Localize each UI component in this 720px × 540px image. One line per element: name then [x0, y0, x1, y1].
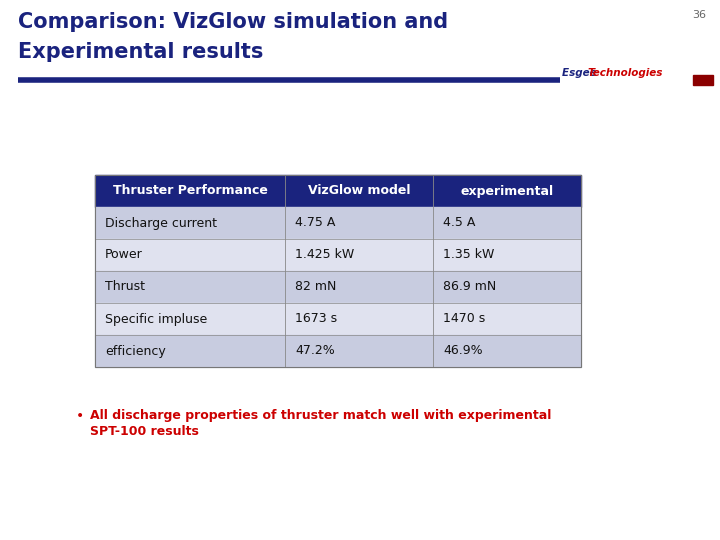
Text: Technologies: Technologies	[588, 68, 663, 78]
Text: 47.2%: 47.2%	[295, 345, 335, 357]
Text: 86.9 mN: 86.9 mN	[443, 280, 496, 294]
Bar	[95, 239, 581, 271]
Text: Experimental results: Experimental results	[18, 42, 264, 62]
Text: 4.75 A: 4.75 A	[295, 217, 336, 230]
Bar	[95, 271, 581, 303]
Bar	[693, 75, 713, 85]
Text: SPT-100 results: SPT-100 results	[90, 425, 199, 438]
Text: efficiency: efficiency	[105, 345, 166, 357]
Text: VizGlow model: VizGlow model	[307, 185, 410, 198]
Text: •: •	[76, 409, 84, 423]
Text: 4.5 A: 4.5 A	[443, 217, 475, 230]
Text: experimental: experimental	[460, 185, 554, 198]
Text: Power: Power	[105, 248, 143, 261]
Text: 36: 36	[692, 10, 706, 20]
Text: 82 mN: 82 mN	[295, 280, 336, 294]
Bar	[95, 175, 581, 367]
Text: 1.35 kW: 1.35 kW	[443, 248, 495, 261]
Text: Comparison: VizGlow simulation and: Comparison: VizGlow simulation and	[18, 12, 448, 32]
Bar	[95, 207, 581, 239]
Bar	[95, 175, 581, 207]
Text: Specific impluse: Specific impluse	[105, 313, 207, 326]
Text: Esgee: Esgee	[562, 68, 600, 78]
Text: 46.9%: 46.9%	[443, 345, 482, 357]
Text: 1673 s: 1673 s	[295, 313, 337, 326]
Text: Thrust: Thrust	[105, 280, 145, 294]
Text: Thruster Performance: Thruster Performance	[112, 185, 267, 198]
Text: 1.425 kW: 1.425 kW	[295, 248, 354, 261]
Text: 1470 s: 1470 s	[443, 313, 485, 326]
Bar	[95, 335, 581, 367]
Bar	[95, 303, 581, 335]
Text: Discharge current: Discharge current	[105, 217, 217, 230]
Text: All discharge properties of thruster match well with experimental: All discharge properties of thruster mat…	[90, 409, 552, 422]
